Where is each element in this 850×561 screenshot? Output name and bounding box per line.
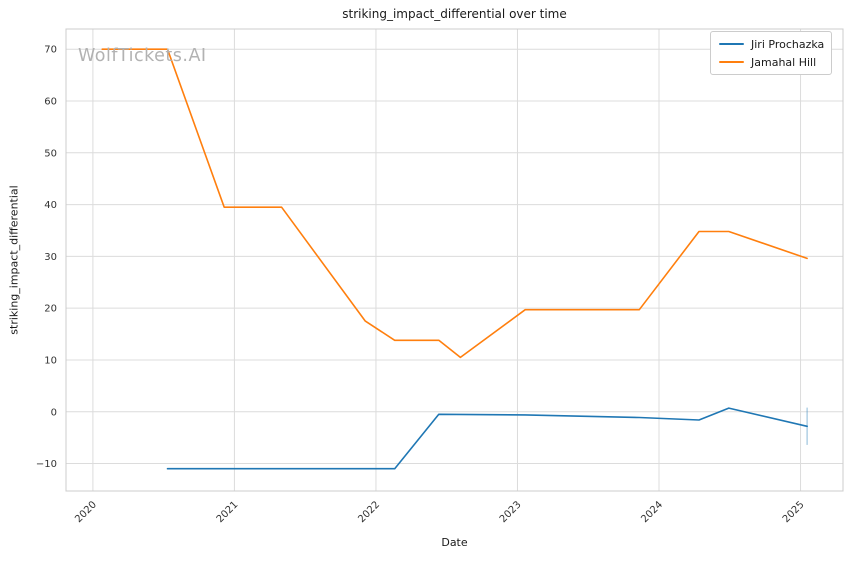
y-tick-label: 10 [44, 355, 57, 366]
legend-label: Jiri Prochazka [751, 37, 825, 51]
legend-swatch-jamahal-hill [719, 60, 744, 64]
y-tick-label: 30 [44, 252, 57, 263]
legend-swatch-jiri-prochazka [719, 42, 744, 46]
x-axis-label: Date [441, 536, 468, 549]
legend-label: Jamahal Hill [751, 55, 817, 69]
series-line-jiri-prochazka [166, 407, 808, 470]
y-tick-label: 20 [44, 304, 57, 315]
x-tick-label: 2025 [781, 499, 807, 525]
chart-title: striking_impact_differential over time [342, 7, 567, 21]
y-tick-label: 50 [44, 148, 57, 159]
y-tick-label: 40 [44, 200, 57, 211]
x-tick-label: 2023 [498, 499, 524, 525]
watermark: WolfTickets.AI [78, 46, 207, 66]
y-axis-label: striking_impact_differential [7, 185, 21, 335]
legend-item: Jiri Prochazka [719, 36, 825, 52]
x-tick-label: 2022 [356, 499, 382, 525]
y-tick-label: 0 [51, 407, 57, 418]
legend: Jiri Prochazka Jamahal Hill [710, 31, 832, 75]
y-tick-label: −10 [36, 459, 57, 470]
x-tick-label: 2021 [215, 499, 241, 525]
y-tick-label: 70 [44, 45, 57, 56]
y-tick-label: 60 [44, 96, 57, 107]
series-line-jamahal-hill [101, 48, 808, 359]
plot-border [65, 28, 844, 492]
x-tick-label: 2024 [639, 499, 665, 525]
legend-item: Jamahal Hill [719, 54, 823, 70]
x-tick-label: 2020 [73, 499, 99, 525]
